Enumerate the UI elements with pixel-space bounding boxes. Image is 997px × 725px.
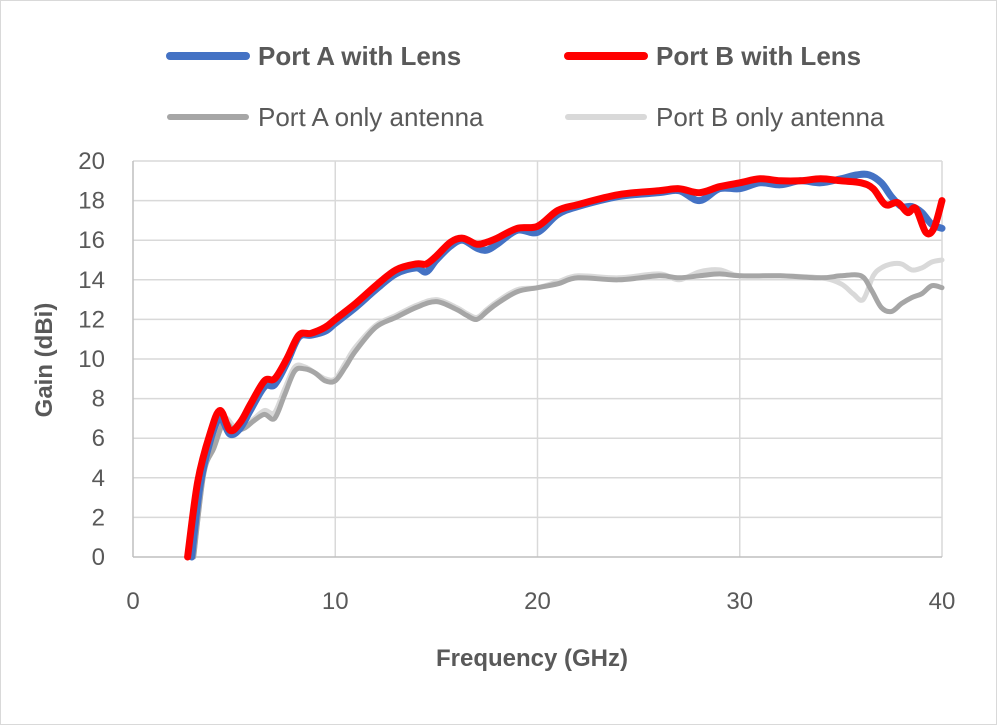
y-tick-label: 4 — [92, 465, 105, 492]
y-tick-label: 20 — [78, 148, 105, 175]
legend-label-port-a-with-lens: Port A with Lens — [258, 41, 461, 71]
y-tick-label: 6 — [92, 425, 105, 452]
y-axis-title: Gain (dBi) — [31, 303, 58, 418]
y-tick-label: 10 — [78, 346, 105, 373]
legend-label-port-a-only-antenna: Port A only antenna — [258, 102, 484, 132]
legend-label-port-b-only-antenna: Port B only antenna — [656, 102, 885, 132]
x-tick-label: 20 — [524, 588, 551, 615]
y-tick-label: 16 — [78, 227, 105, 254]
y-tick-label: 18 — [78, 188, 105, 215]
series-line-port-a-with-lens — [188, 170, 946, 561]
x-tick-label: 30 — [726, 588, 753, 615]
y-axis-tick-labels: 0 2 4 6 8 10 12 14 16 18 20 — [78, 148, 105, 571]
legend-item-port-b-only-antenna: Port B only antenna — [565, 102, 885, 132]
y-tick-label: 2 — [92, 504, 105, 531]
legend-item-port-a-with-lens: Port A with Lens — [166, 41, 461, 71]
series-line-port-a-only-antenna — [191, 271, 945, 560]
y-tick-label: 8 — [92, 386, 105, 413]
legend-label-port-b-with-lens: Port B with Lens — [656, 41, 861, 71]
legend-item-port-a-only-antenna: Port A only antenna — [167, 102, 484, 132]
y-tick-label: 12 — [78, 306, 105, 333]
x-axis-tick-labels: 0 10 20 30 40 — [126, 588, 955, 615]
x-tick-label: 10 — [322, 588, 349, 615]
gridlines — [133, 160, 943, 557]
y-tick-label: 0 — [92, 544, 105, 571]
series-line-port-b-with-lens — [184, 175, 946, 561]
legend: Port A with Lens Port B with Lens Port A… — [166, 41, 885, 132]
plot-area — [132, 161, 942, 558]
y-tick-label: 14 — [78, 267, 105, 294]
x-tick-label: 40 — [929, 588, 956, 615]
x-tick-label: 0 — [126, 588, 139, 615]
x-axis-title: Frequency (GHz) — [436, 645, 628, 672]
series-layer — [184, 170, 946, 561]
legend-item-port-b-with-lens: Port B with Lens — [564, 41, 861, 71]
